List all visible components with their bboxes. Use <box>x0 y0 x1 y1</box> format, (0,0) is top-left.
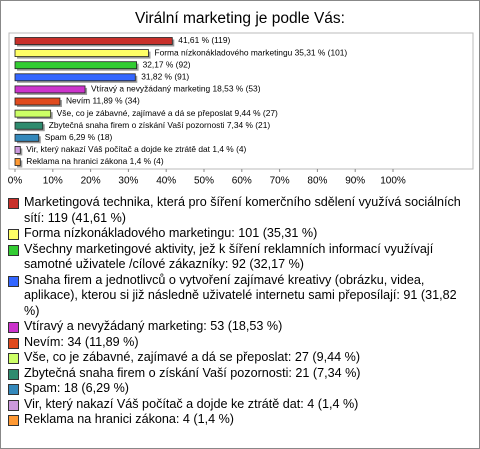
bar <box>14 158 21 166</box>
legend-swatch <box>8 229 19 240</box>
legend-label: Spam: 18 (6,29 %) <box>24 381 129 395</box>
data-label: Zbytečná snaha firem o získání Vaší pozo… <box>49 120 271 130</box>
legend-item: Vše, co je zábavné, zajímavé a dá se pře… <box>7 350 469 366</box>
legend-label: Vše, co je zábavné, zajímavé a dá se pře… <box>24 350 361 364</box>
legend-item: Všechny marketingové aktivity, jež k šíř… <box>7 242 469 273</box>
legend-item: Vir, který nakazí Váš počítač a dojde ke… <box>7 397 469 413</box>
x-tick-label: 70% <box>270 176 290 187</box>
legend-item: Reklama na hranici zákona: 4 (1,4 %) <box>7 412 469 428</box>
bar <box>14 85 86 94</box>
x-tick-label: 20% <box>81 176 101 187</box>
legend-label: Snaha firem a jednotlivců o vytvoření za… <box>24 272 457 318</box>
legend-swatch <box>8 384 19 395</box>
legend-label: Marketingová technika, která pro šíření … <box>24 195 461 225</box>
bar <box>14 61 138 70</box>
x-tick-label: 10% <box>43 176 63 187</box>
legend-label: Všechny marketingové aktivity, jež k šíř… <box>24 241 434 272</box>
bar <box>14 97 61 106</box>
x-tick-label: 40% <box>156 176 176 187</box>
data-label: Reklama na hranici zákona 1,4 % (4) <box>26 156 164 166</box>
legend-swatch <box>8 198 19 209</box>
legend-swatch <box>8 322 19 333</box>
plot: Virální marketing je podle Vás: 0% 10% 20%… <box>8 10 474 187</box>
legend-swatch <box>8 353 19 364</box>
data-label: Forma nízkonákladového marketingu 35,31 … <box>154 47 347 57</box>
x-tick-label: 90% <box>345 176 365 187</box>
legend-swatch <box>8 415 19 426</box>
legend-label: Reklama na hranici zákona: 4 (1,4 %) <box>24 412 234 426</box>
legend-swatch <box>8 244 19 256</box>
bar <box>14 49 149 57</box>
legend: Marketingová technika, která pro šíření … <box>7 195 469 428</box>
bar <box>14 133 40 142</box>
legend-swatch <box>8 399 19 411</box>
legend-item: Zbytečná snaha firem o získání Vaší pozo… <box>7 366 469 382</box>
legend-label: Nevím: 34 (11,89 %) <box>24 334 139 349</box>
bar <box>14 121 44 130</box>
legend-label: Forma nízkonákladového marketingu: 101 (… <box>24 226 318 240</box>
data-label: 41,61 % (119) <box>178 35 230 45</box>
legend-swatch <box>8 275 19 287</box>
legend-swatch <box>8 368 19 380</box>
x-tick-label: 50% <box>194 176 214 187</box>
legend-item: Forma nízkonákladového marketingu: 101 (… <box>7 226 469 242</box>
x-tick-label: 80% <box>307 176 327 187</box>
x-tick-label: 60% <box>232 176 252 187</box>
data-label: Spam 6,29 % (18) <box>45 132 113 142</box>
data-label: Vtíravý a nevyžádaný marketing 18,53 % (… <box>91 84 261 94</box>
bar <box>14 73 136 82</box>
data-label: Vir, který nakazí Váš počítač a dojde ke… <box>26 144 246 154</box>
legend-item: Marketingová technika, která pro šíření … <box>7 195 469 226</box>
legend-label: Zbytečná snaha firem o získání Vaší pozo… <box>24 365 361 380</box>
legend-item: Nevím: 34 (11,89 %) <box>7 335 469 351</box>
data-label: 31,82 % (91) <box>141 72 189 82</box>
legend-item: Snaha firem a jednotlivců o vytvoření za… <box>7 273 469 320</box>
legend-item: Spam: 18 (6,29 %) <box>7 381 469 397</box>
legend-label: Vir, který nakazí Váš počítač a dojde ke… <box>24 396 359 411</box>
plot-frame <box>8 32 474 170</box>
chart-title: Virální marketing je podle Vás: <box>135 10 345 27</box>
bar <box>14 37 173 45</box>
data-label: Vše, co je zábavné, zajímavé a dá se pře… <box>57 108 278 118</box>
x-tick-label: 0% <box>8 176 23 187</box>
bar <box>14 145 21 154</box>
legend-swatch <box>8 337 19 349</box>
x-tick-label: 100% <box>380 176 406 187</box>
data-label: Nevím 11,89 % (34) <box>66 96 140 106</box>
bar <box>14 109 52 118</box>
data-label: 32,17 % (92) <box>143 59 191 69</box>
x-tick-label: 30% <box>118 176 138 187</box>
legend-item: Vtíravý a nevyžádaný marketing: 53 (18,5… <box>7 319 469 335</box>
legend-label: Vtíravý a nevyžádaný marketing: 53 (18,5… <box>24 319 283 333</box>
